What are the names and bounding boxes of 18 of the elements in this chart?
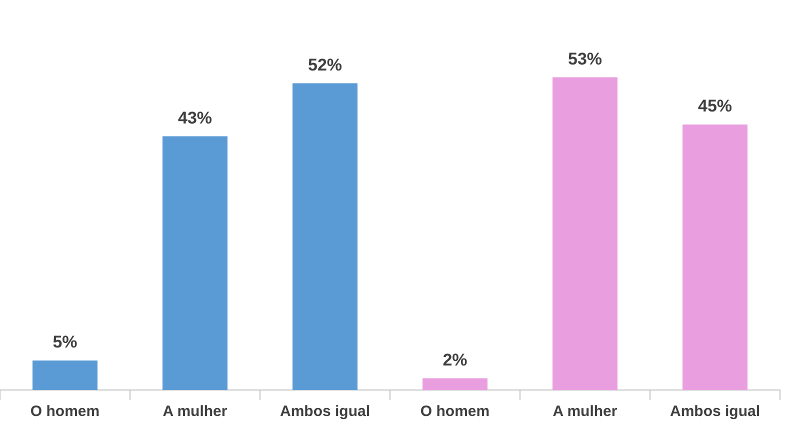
x-tick-label: O homem (420, 403, 490, 420)
bar (32, 360, 98, 390)
x-tick-label: Ambos igual (670, 403, 760, 420)
x-tick-label: A mulher (162, 403, 228, 420)
bar (682, 124, 748, 390)
data-label: 45% (698, 96, 732, 116)
data-label: 2% (442, 350, 468, 370)
data-label: 43% (178, 108, 212, 128)
data-label: 52% (308, 55, 342, 74)
bar (292, 83, 358, 390)
x-tick-label: O homem (30, 403, 100, 420)
data-label: 5% (52, 332, 78, 352)
x-tick-label: A mulher (552, 403, 618, 420)
x-tick-label: Ambos igual (280, 403, 370, 420)
data-label: 53% (568, 49, 602, 68)
bar (422, 378, 488, 390)
bar (162, 136, 228, 390)
bar (552, 77, 618, 390)
